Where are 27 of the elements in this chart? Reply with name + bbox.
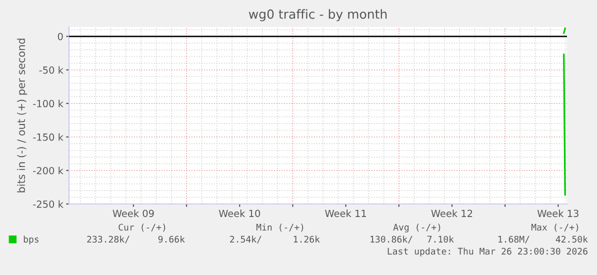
x-tick-label: Week 13 <box>537 210 578 218</box>
x-tick-label: Week 12 <box>431 210 472 218</box>
legend-label: bps <box>24 236 38 244</box>
text: Avg (-/+) <box>393 224 440 232</box>
y-tick-label: -100 k <box>33 100 64 108</box>
text: 42.50k <box>556 236 588 243</box>
x-tick-label: Week 11 <box>325 210 366 218</box>
y-axis-title: bits in (-) / out (+) per second <box>17 38 28 192</box>
x-tick-label: Week 10 <box>218 210 260 218</box>
text: Cur (-/+) <box>118 224 166 232</box>
chart-title: wg0 traffic - by month <box>248 9 387 22</box>
text: Min (-/+) <box>256 224 304 232</box>
text: Last update: Thu Mar 26 23:00:30 2026 <box>388 248 588 256</box>
y-tick-label: -200 k <box>33 166 64 174</box>
text: 2.54k/ <box>230 236 262 244</box>
text: 7.10k <box>427 236 454 243</box>
y-tick-label: -250 k <box>33 200 64 208</box>
text: 233.28k/ <box>87 236 130 244</box>
text: 9.66k <box>158 236 185 243</box>
y-tick-label: 0 <box>58 32 63 40</box>
x-tick-label: Week 09 <box>112 210 154 218</box>
text: 1.68M/ <box>498 236 530 244</box>
y-tick-label: -50 k <box>39 66 64 74</box>
text: 1.26k <box>294 236 320 243</box>
text: 130.86k/ <box>370 236 412 244</box>
y-tick-label: -150 k <box>33 133 64 141</box>
text: Max (-/+) <box>531 224 578 232</box>
